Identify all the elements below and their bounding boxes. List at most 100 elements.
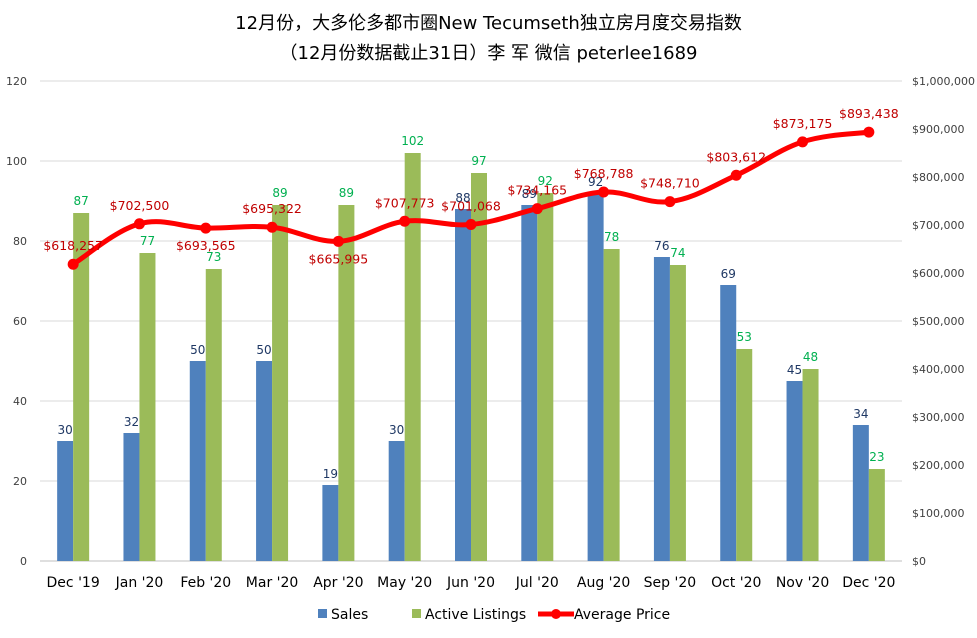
data-label-active-listings: 53 [737, 330, 752, 344]
average-price-marker [531, 203, 543, 215]
bar-active-listings [471, 173, 487, 561]
data-label-average-price: $893,438 [839, 106, 899, 121]
bar-sales [587, 193, 604, 561]
bar-sales [852, 425, 869, 561]
data-label-sales: 50 [190, 343, 205, 357]
data-label-active-listings: 77 [140, 234, 155, 248]
data-label-active-listings: 97 [471, 154, 486, 168]
bar-active-listings [338, 205, 355, 561]
right-axis-tick-label: $300,000 [912, 411, 965, 424]
right-axis-tick-label: $600,000 [912, 267, 965, 280]
data-label-average-price: $748,710 [640, 176, 700, 191]
left-axis-tick-label: 40 [13, 395, 27, 408]
bar-active-listings [669, 265, 686, 561]
data-label-average-price: $695,322 [242, 201, 302, 216]
category-label: Mar '20 [246, 575, 299, 591]
data-label-sales: 30 [389, 423, 404, 437]
data-label-sales: 50 [256, 343, 271, 357]
bar-sales [189, 361, 206, 561]
category-label: Apr '20 [313, 575, 363, 591]
data-label-average-price: $665,995 [309, 251, 369, 266]
bar-sales [786, 381, 803, 561]
bar-sales [720, 285, 737, 561]
data-label-sales: 69 [721, 267, 736, 281]
right-axis: $0 $100,000 $200,000 $300,000 $400,000 $500,0… [912, 75, 975, 568]
bar-active-listings [404, 153, 421, 561]
right-axis-tick-label: $100,000 [912, 507, 965, 520]
bar-sales [455, 209, 471, 561]
average-price-marker [399, 215, 411, 227]
bar-sales [653, 257, 670, 561]
right-axis-tick-label: $800,000 [912, 171, 965, 184]
legend-marker-average-price [551, 609, 561, 619]
bars [57, 153, 885, 561]
bar-sales [521, 205, 538, 561]
left-axis-tick-label: 80 [13, 235, 27, 248]
data-label-sales: 30 [58, 423, 73, 437]
data-label-average-price: $702,500 [110, 198, 170, 213]
average-price-marker [465, 218, 477, 230]
left-axis-tick-label: 0 [20, 555, 27, 568]
bar-active-listings [868, 469, 885, 561]
average-price-marker [200, 222, 212, 234]
average-price-line [67, 126, 875, 270]
data-label-sales: 76 [654, 239, 669, 253]
data-label-active-listings: 89 [272, 186, 287, 200]
data-label-sales: 19 [323, 467, 338, 481]
category-label: Jul '20 [515, 575, 559, 591]
category-axis: Dec '19 Jan '20 Feb '20 Mar '20 Apr '20 May '… [47, 575, 896, 591]
data-label-active-listings: 73 [206, 250, 221, 264]
category-label: Dec '20 [842, 575, 895, 591]
data-label-average-price: $707,773 [375, 195, 435, 210]
bar-sales [123, 433, 140, 561]
legend-swatch-sales [318, 609, 327, 618]
average-price-marker [730, 169, 742, 181]
right-axis-tick-label: $1,000,000 [912, 75, 975, 88]
right-axis-tick-label: $500,000 [912, 315, 965, 328]
data-label-average-price: $701,068 [441, 198, 501, 213]
average-price-marker [67, 258, 79, 270]
chart-title: 12月份，大多伦多都市圈New Tecumseth独立房月度交易指数 [235, 13, 742, 34]
bar-sales [322, 485, 339, 561]
category-label: May '20 [377, 575, 432, 591]
bar-sales [57, 441, 74, 561]
bar-active-listings [205, 269, 222, 561]
left-axis-tick-label: 100 [6, 155, 27, 168]
data-label-active-listings: 87 [74, 194, 89, 208]
data-label-average-price: $873,175 [773, 116, 833, 131]
category-label: Oct '20 [711, 575, 761, 591]
data-label-active-listings: 92 [538, 174, 553, 188]
legend: Sales Active Listings Average Price [318, 607, 670, 623]
bar-active-listings [603, 249, 620, 561]
data-label-average-price: $768,788 [574, 166, 634, 181]
bar-sales [256, 361, 273, 561]
average-price-marker [332, 235, 344, 247]
data-label-sales: 45 [787, 363, 802, 377]
average-price-marker [598, 186, 610, 198]
data-label-average-price: $693,565 [176, 238, 236, 253]
data-label-average-price: $734,165 [507, 183, 567, 198]
bar-active-listings [802, 369, 819, 561]
bar-active-listings [736, 349, 753, 561]
category-label: Aug '20 [577, 575, 630, 591]
average-price-marker [266, 221, 278, 233]
data-label-sales: 88 [455, 191, 470, 205]
data-label-active-listings: 48 [803, 350, 818, 364]
category-label: Sep '20 [644, 575, 697, 591]
category-label: Jun '20 [446, 575, 495, 591]
data-label-sales: 92 [588, 175, 603, 189]
legend-label-active-listings: Active Listings [425, 607, 526, 623]
bar-active-listings [537, 193, 554, 561]
average-price-marker [797, 136, 809, 148]
data-label-sales: 89 [522, 187, 537, 201]
bar-sales [388, 441, 405, 561]
data-label-sales: 34 [853, 407, 868, 421]
left-axis: 0 20 40 60 80 100 120 [6, 75, 27, 568]
average-price-marker [133, 218, 145, 230]
left-axis-tick-label: 120 [6, 75, 27, 88]
data-label-active-listings: 23 [869, 450, 884, 464]
right-axis-tick-label: $0 [912, 555, 926, 568]
left-axis-tick-label: 20 [13, 475, 27, 488]
